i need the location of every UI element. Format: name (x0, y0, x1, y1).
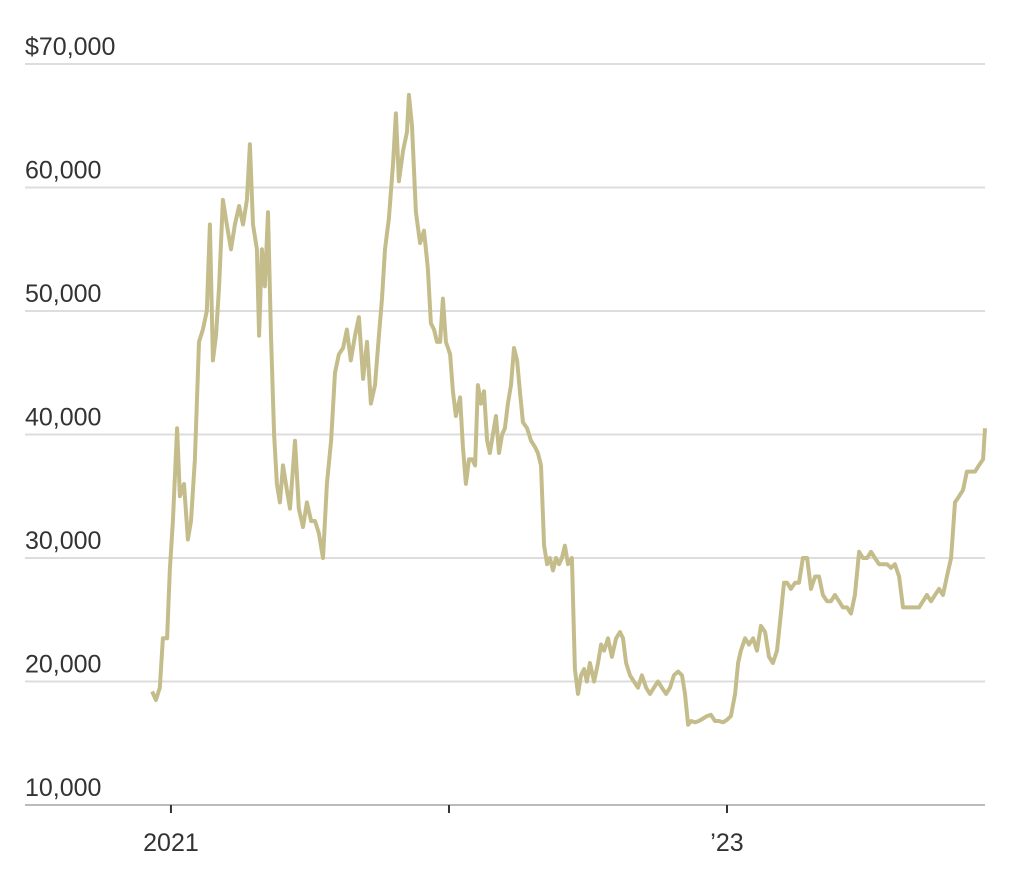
x-tick-label: 2021 (143, 829, 199, 857)
y-tick-label: 60,000 (25, 157, 101, 185)
y-tick-label: 40,000 (25, 404, 101, 432)
price-line (150, 92, 987, 727)
y-tick-label: 50,000 (25, 280, 101, 308)
y-tick-label: 20,000 (25, 651, 101, 679)
y-tick-label: $70,000 (25, 33, 115, 61)
y-tick-label: 10,000 (25, 774, 101, 802)
x-tick-label: ’23 (710, 829, 743, 857)
y-tick-label: 30,000 (25, 527, 101, 555)
